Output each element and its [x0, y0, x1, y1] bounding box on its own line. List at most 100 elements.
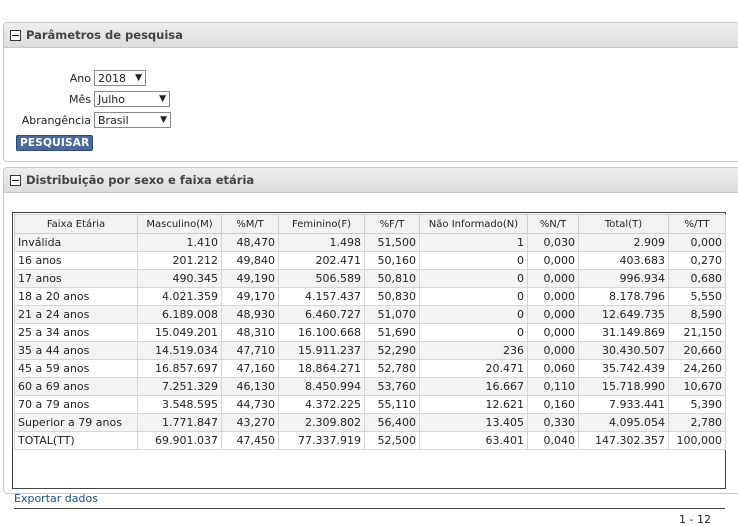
table-cell: 0,270	[668, 251, 726, 270]
table-cell: 5,550	[668, 287, 726, 306]
table-cell: 21 a 24 anos	[14, 305, 138, 324]
table-cell: 0,000	[527, 251, 579, 270]
table-cell: 202.471	[278, 251, 365, 270]
table-cell: 0,030	[527, 233, 579, 252]
table-cell: 24,260	[668, 359, 726, 378]
mes-row: Mês Julho ▼	[4, 90, 170, 108]
table-cell: 13.405	[419, 413, 528, 432]
column-header[interactable]: %F/T	[364, 214, 420, 234]
table-row[interactable]: Inválida 1.410 48,470 1.498 51,500 1 0,030 2.90…	[14, 233, 726, 252]
table-cell: 12.649.735	[578, 305, 669, 324]
table-cell: 63.401	[419, 431, 528, 450]
search-panel-header[interactable]: Parâmetros de pesquisa	[4, 23, 738, 48]
column-header[interactable]: Feminino(F)	[278, 214, 365, 234]
table-cell: 2.909	[578, 233, 669, 252]
table-cell: 49,190	[221, 269, 279, 288]
distribution-panel: Distribuição por sexo e faixa etária Fai…	[3, 167, 738, 526]
table-row[interactable]: 21 a 24 anos 6.189.008 48,930 6.460.727 51,0…	[14, 305, 726, 324]
table-cell: 0,000	[668, 233, 726, 252]
chevron-down-icon: ▼	[159, 94, 166, 104]
table-cell: 1.410	[137, 233, 222, 252]
table-cell: 0	[419, 305, 528, 324]
search-parameters-panel: Parâmetros de pesquisa Ano 2018 ▼ Mês Ju…	[3, 22, 738, 162]
column-header[interactable]: %/TT	[668, 214, 726, 234]
table-cell: 53,760	[364, 377, 420, 396]
table-cell: 10,670	[668, 377, 726, 396]
table-cell: 490.345	[137, 269, 222, 288]
export-data-link[interactable]: Exportar dados	[14, 492, 98, 505]
table-cell: 52,780	[364, 359, 420, 378]
table-body: Inválida 1.410 48,470 1.498 51,500 1 0,030 2.90…	[14, 233, 726, 450]
table-cell: 15.049.201	[137, 323, 222, 342]
table-row[interactable]: 16 anos 201.212 49,840 202.471 50,160 0 0,000 4…	[14, 251, 726, 270]
table-cell: 6.460.727	[278, 305, 365, 324]
table-cell: 16.857.697	[137, 359, 222, 378]
table-cell: 2,780	[668, 413, 726, 432]
collapse-icon[interactable]	[10, 174, 21, 186]
mes-value: Julho	[98, 92, 125, 106]
table-cell: 69.901.037	[137, 431, 222, 450]
table-cell: 49,170	[221, 287, 279, 306]
table-cell: 20,660	[668, 341, 726, 360]
table-row[interactable]: 18 a 20 anos 4.021.359 49,170 4.157.437 50,8…	[14, 287, 726, 306]
table-cell: 0,060	[527, 359, 579, 378]
table-cell: 47,710	[221, 341, 279, 360]
abrangencia-select[interactable]: Brasil ▼	[94, 112, 171, 128]
table-cell: 6.189.008	[137, 305, 222, 324]
table-cell: 1	[419, 233, 528, 252]
table-cell: 20.471	[419, 359, 528, 378]
table-cell: 147.302.357	[578, 431, 669, 450]
table-cell: 18 a 20 anos	[14, 287, 138, 306]
table-row[interactable]: 25 a 34 anos 15.049.201 48,310 16.100.668 51…	[14, 323, 726, 342]
table-cell: 3.548.595	[137, 395, 222, 414]
collapse-icon[interactable]	[10, 29, 21, 41]
column-header[interactable]: Faixa Etária	[14, 214, 138, 234]
table-cell: 8.178.796	[578, 287, 669, 306]
table-cell: 48,470	[221, 233, 279, 252]
data-grid: Faixa Etária Masculino(M) %M/T Feminino(F)%…	[12, 212, 726, 526]
column-header[interactable]: Total(T)	[578, 214, 669, 234]
table-cell: 506.589	[278, 269, 365, 288]
abrangencia-row: Abrangência Brasil ▼	[4, 111, 171, 129]
table-cell: 17 anos	[14, 269, 138, 288]
table-cell: 49,840	[221, 251, 279, 270]
table-cell: 0,040	[527, 431, 579, 450]
table-cell: 77.337.919	[278, 431, 365, 450]
table-cell: 201.212	[137, 251, 222, 270]
table-cell: 60 a 69 anos	[14, 377, 138, 396]
distribution-panel-title: Distribuição por sexo e faixa etária	[26, 173, 255, 187]
table-cell: 18.864.271	[278, 359, 365, 378]
table-cell: 14.519.034	[137, 341, 222, 360]
table-row[interactable]: 60 a 69 anos 7.251.329 46,130 8.450.994 53,7…	[14, 377, 726, 396]
table-row[interactable]: 35 a 44 anos 14.519.034 47,710 15.911.237 52…	[14, 341, 726, 360]
table-cell: 43,270	[221, 413, 279, 432]
pager-info: 1 - 12	[679, 513, 711, 526]
table-cell: 47,450	[221, 431, 279, 450]
table-cell: 996.934	[578, 269, 669, 288]
mes-select[interactable]: Julho ▼	[94, 91, 170, 107]
pesquisar-button[interactable]: PESQUISAR	[16, 135, 94, 151]
table-row[interactable]: 17 anos 490.345 49,190 506.589 50,810 0 0,000 9…	[14, 269, 726, 288]
table-cell: 1.498	[278, 233, 365, 252]
column-header[interactable]: %M/T	[221, 214, 279, 234]
ano-select[interactable]: 2018 ▼	[94, 70, 146, 86]
table-row[interactable]: 70 a 79 anos 3.548.595 44,730 4.372.225 55,1…	[14, 395, 726, 414]
table-cell: 50,810	[364, 269, 420, 288]
table-cell: 15.718.990	[578, 377, 669, 396]
table-cell: TOTAL(TT)	[14, 431, 138, 450]
table-cell: 35 a 44 anos	[14, 341, 138, 360]
table-row[interactable]: Superior a 79 anos 1.771.847 43,270 2.309.8…	[14, 413, 726, 432]
column-header[interactable]: Não Informado(N)	[419, 214, 528, 234]
ano-value: 2018	[98, 71, 126, 85]
table-cell: 100,000	[668, 431, 726, 450]
column-header[interactable]: Masculino(M)	[137, 214, 222, 234]
table-cell: 21,150	[668, 323, 726, 342]
table-row[interactable]: TOTAL(TT) 69.901.037 47,450 77.337.919 52,50…	[14, 431, 726, 450]
table-cell: 7.251.329	[137, 377, 222, 396]
table-row[interactable]: 45 a 59 anos 16.857.697 47,160 18.864.271 52…	[14, 359, 726, 378]
search-panel-title: Parâmetros de pesquisa	[26, 28, 183, 42]
column-header[interactable]: %N/T	[527, 214, 579, 234]
table-cell: 403.683	[578, 251, 669, 270]
table-cell: 4.095.054	[578, 413, 669, 432]
distribution-panel-header[interactable]: Distribuição por sexo e faixa etária	[4, 168, 738, 193]
